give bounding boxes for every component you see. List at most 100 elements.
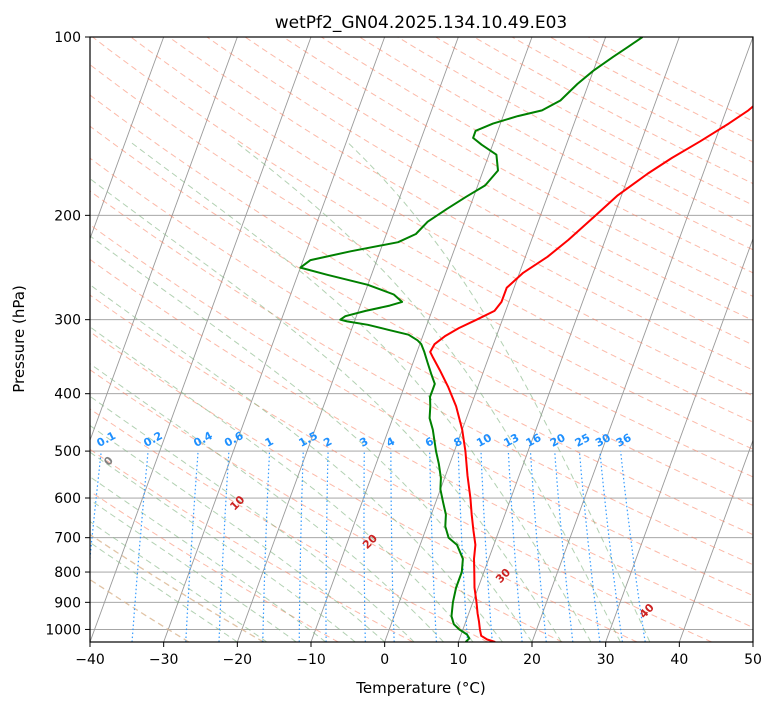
x-tick-label: 30 [597,652,615,668]
x-tick-label: 0 [380,652,389,668]
x-tick-label: −40 [75,652,105,668]
dry-adiabat-line [90,157,753,536]
dry-adiabat-line [282,37,753,297]
dry-adiabat-line [90,125,753,506]
x-tick-label: 20 [523,652,541,668]
isotherm-line [90,37,312,642]
plot-frame [89,36,754,643]
isotherm-line [752,640,753,642]
mixing-ratio-line [429,451,437,642]
mixing-ratio-line [390,451,395,642]
dry-adiabat-line [90,294,712,642]
dry-adiabat-line [90,578,190,642]
mixing-ratio-line [457,451,469,642]
mixing-ratio-line [578,451,601,642]
dry-adiabat-line [473,37,753,185]
moist-adiabat-line [129,140,592,642]
isotherm-line [90,37,165,240]
y-tick-label: 500 [54,444,81,460]
mixing-ratio-line [218,451,230,642]
line-labels: 0.10.20.40.611.52346810131620253036-100-… [7,429,657,621]
y-axis-title: Pressure (hPa) [10,285,28,393]
mixing-ratio-line [529,451,547,642]
mixing-ratio-label: 0.6 [222,429,246,450]
isotherm-line [531,37,753,642]
mixing-ratio-line [325,451,329,642]
dry-adiabat-line [168,37,753,371]
y-tick-label: 900 [54,595,81,611]
dry-adiabat-line [90,190,753,566]
x-tick-label: 40 [670,652,688,668]
dry-adiabat-line [90,408,488,642]
moist-adiabat-line [90,178,562,642]
mixing-ratio-line [90,451,102,564]
moist-adiabat-line [234,140,621,642]
moist-adiabat-line [90,541,238,642]
x-axis: −40 −30 −20 −10 0 10 20 30 40 50 [75,642,762,668]
moist-adiabat-line [90,363,444,642]
mixing-ratio-label: 4 [384,435,397,450]
moist-adiabat-line [90,451,356,642]
moist-adiabat-line [90,499,297,642]
mixing-ratio-line [131,451,149,642]
dry-adiabat-label: 0 [101,454,116,469]
dry-adiabat-label: 30 [493,566,513,586]
dry-adiabat-line [90,448,414,642]
y-tick-label: 100 [54,30,81,46]
moist-adiabat-line [346,140,651,642]
y-tick-label: 300 [54,313,81,329]
moist-adiabat-line [90,476,326,642]
dry-adiabat-line [321,37,753,274]
chart-title: wetPf2_GN04.2025.134.10.49.E03 [275,13,567,33]
temperature-line [429,105,753,642]
mixing-ratio-label: 1 [263,435,276,450]
y-axis: 100 200 300 400 500 600 700 800 900 1000 [45,30,90,638]
dry-adiabat-label: -10 [7,429,30,452]
isotherm-line [90,37,238,442]
mixing-ratio-label: 20 [548,431,568,450]
x-tick-label: −30 [149,652,179,668]
moist-adiabat-line [90,326,474,642]
isotherm-line [457,37,680,642]
isotherm-line [163,37,386,642]
dry-adiabat-line [90,369,563,642]
mixing-ratio-line [507,451,523,642]
y-tick-label: 600 [54,491,81,507]
mixing-ratio-line [554,451,574,642]
dry-adiabat-line [90,533,264,642]
dry-adiabat-line [244,37,753,321]
mixing-ratio-line [620,451,646,642]
y-tick-label: 700 [54,531,81,547]
mixing-ratio-label: 30 [593,431,613,450]
mixing-ratio-label: 2 [321,435,334,450]
dry-adiabat-line [549,37,753,143]
x-tick-label: −10 [296,652,326,668]
mixing-ratio-label: 1.5 [297,429,320,450]
mixing-ratio-label: 0.4 [191,429,215,450]
moist-adiabat-line [90,424,386,642]
isotherm-line [605,237,753,642]
profile-lines [299,37,753,642]
mixing-ratio-label: 13 [502,431,522,450]
dry-adiabat-line [90,258,753,629]
moist-adiabat-line [90,520,268,642]
dry-adiabat-label: 40 [637,601,657,621]
x-tick-label: 50 [744,652,762,668]
isotherm-line [236,37,459,642]
dry-adiabat-line [90,224,753,597]
mixing-ratio-line [298,451,304,642]
dry-adiabat-label: 10 [227,493,247,513]
mixing-ratio-line [480,451,493,642]
y-tick-label: 800 [54,565,81,581]
dewpoint-line [299,37,644,642]
dry-adiabat-label: 20 [360,531,380,551]
dry-adiabat-line [90,64,753,450]
mixing-ratio-label: 16 [524,431,544,450]
y-tick-label: 400 [54,387,81,403]
y-tick-label: 1000 [45,622,81,638]
dry-adiabat-line [511,37,753,163]
dry-adiabat-line [206,37,753,346]
moist-adiabat-line [90,235,533,642]
mixing-ratio-label: 0.1 [95,429,118,450]
